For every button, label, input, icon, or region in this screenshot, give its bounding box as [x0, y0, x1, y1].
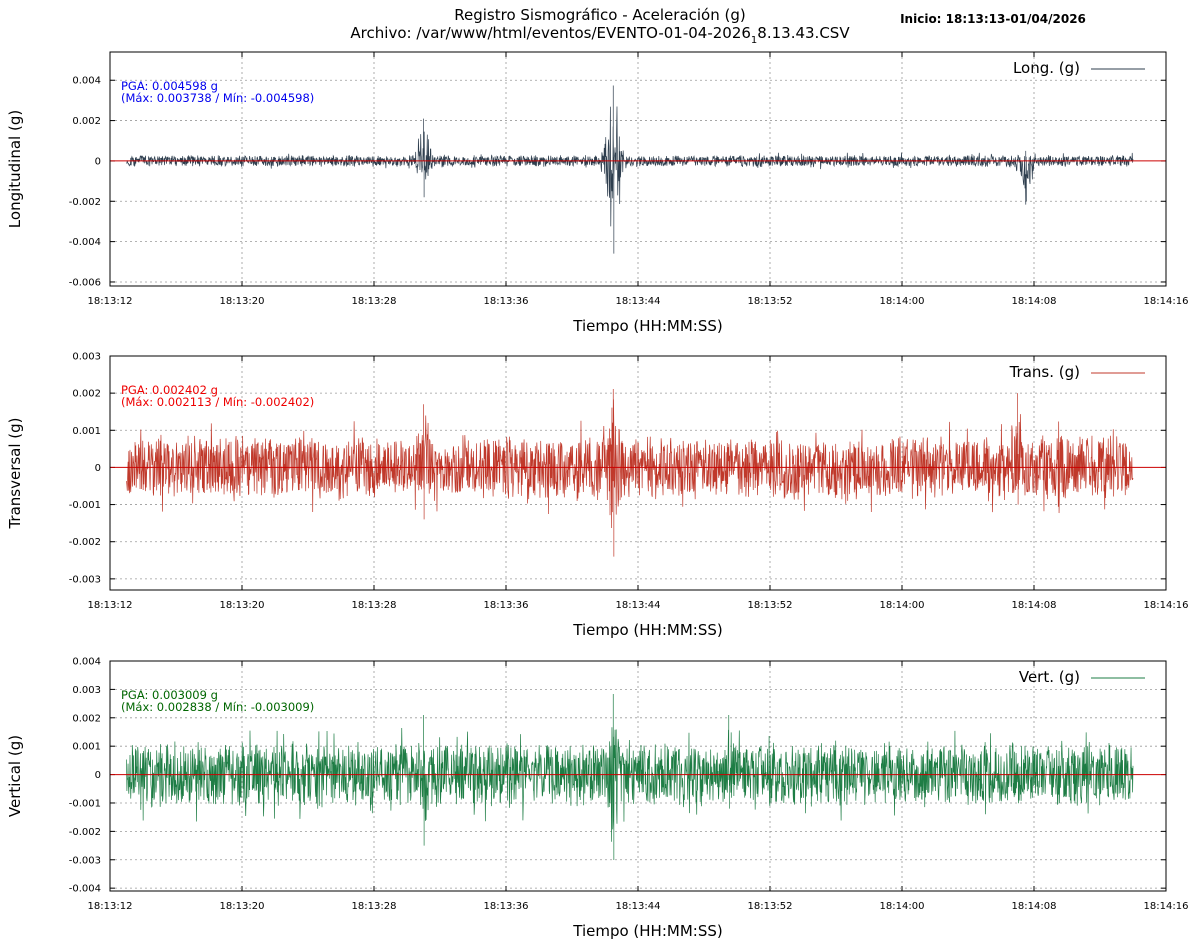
x-tick-label: 18:14:16	[1144, 296, 1189, 307]
x-tick-label: 18:13:36	[484, 901, 529, 912]
pga-value: PGA: 0.002402 g	[121, 383, 218, 397]
pga-range: (Máx: 0.002113 / Mín: -0.002402)	[121, 395, 314, 409]
plot-frame	[109, 660, 1167, 892]
panels: 18:13:12 18:13:20 18:13:28 18:13:36 18:13:44…	[6, 51, 1189, 941]
y-axis-label: Vertical (g)	[6, 735, 24, 817]
y-axis-label: Transversal (g)	[6, 417, 24, 529]
y-tick-label: -0.006	[69, 277, 101, 288]
signal-trace-vert	[126, 694, 1134, 861]
figure-title: Registro Sismográfico - Aceleración (g)	[454, 6, 745, 24]
y-tick-label: 0.001	[72, 426, 101, 437]
y-tick-label: -0.004	[69, 237, 101, 248]
start-time: Inicio: 18:13:13-01/04/2026	[900, 12, 1086, 26]
x-tick-label: 18:13:28	[352, 901, 397, 912]
x-tick-label: 18:14:08	[1012, 901, 1057, 912]
x-tick-label: 18:13:44	[616, 600, 661, 611]
y-tick-label: -0.002	[69, 197, 101, 208]
y-tick-label: 0.004	[72, 657, 101, 668]
y-tick-label: -0.002	[69, 537, 101, 548]
legend-label: Long. (g)	[1013, 59, 1080, 77]
y-tick-label: 0.002	[72, 116, 101, 127]
x-tick-label: 18:14:08	[1012, 296, 1057, 307]
x-tick-label: 18:13:28	[352, 600, 397, 611]
x-tick-label: 18:13:36	[484, 600, 529, 611]
y-tick-label: 0.004	[72, 76, 101, 87]
file-name-subscript: 1	[751, 35, 757, 46]
x-tick-label: 18:13:44	[616, 901, 661, 912]
x-tick-label: 18:14:00	[880, 901, 925, 912]
panel-trans: 18:13:12 18:13:20 18:13:28 18:13:36 18:13:44…	[6, 352, 1188, 640]
plot-frame	[109, 51, 1167, 287]
x-tick-label: 18:14:16	[1144, 901, 1189, 912]
x-axis-label: Tiempo (HH:MM:SS)	[572, 621, 722, 639]
y-tick-label: -0.001	[69, 798, 101, 809]
pga-value: PGA: 0.004598 g	[121, 79, 218, 93]
x-tick-label: 18:13:44	[616, 296, 661, 307]
y-tick-label: -0.003	[69, 855, 101, 866]
y-tick-label: 0	[95, 156, 101, 167]
x-tick-label: 18:14:00	[880, 600, 925, 611]
y-tick-label: 0	[95, 770, 101, 781]
x-tick-label: 18:13:52	[748, 600, 793, 611]
y-tick-label: 0.002	[72, 389, 101, 400]
legend-label: Vert. (g)	[1019, 668, 1080, 686]
panel-long: 18:13:12 18:13:20 18:13:28 18:13:36 18:13:44…	[6, 51, 1189, 335]
y-axis-label: Longitudinal (g)	[6, 110, 24, 228]
y-tick-label: 0	[95, 463, 101, 474]
x-axis-label: Tiempo (HH:MM:SS)	[572, 317, 722, 335]
signal-trace-long	[126, 85, 1134, 254]
y-tick-label: -0.003	[69, 574, 101, 585]
y-tick-label: 0.003	[72, 685, 101, 696]
x-tick-label: 18:13:20	[220, 296, 265, 307]
file-name-suffix: 8.13.43.CSV	[757, 24, 850, 42]
x-tick-label: 18:13:12	[88, 600, 133, 611]
x-tick-label: 18:14:08	[1012, 600, 1057, 611]
y-tick-label: 0.001	[72, 742, 101, 753]
signal-trace-trans	[126, 388, 1134, 557]
file-name-prefix: Archivo: /var/www/html/eventos/EVENTO-01…	[350, 24, 751, 42]
plot-frame	[109, 355, 1167, 591]
legend-label: Trans. (g)	[1009, 363, 1080, 381]
x-tick-label: 18:13:28	[352, 296, 397, 307]
pga-value: PGA: 0.003009 g	[121, 688, 218, 702]
x-tick-label: 18:14:00	[880, 296, 925, 307]
x-tick-label: 18:13:12	[88, 901, 133, 912]
panel-vert: 18:13:12 18:13:20 18:13:28 18:13:36 18:13:44…	[6, 657, 1188, 941]
y-tick-label: 0.002	[72, 713, 101, 724]
x-tick-label: 18:13:36	[484, 296, 529, 307]
x-axis-label: Tiempo (HH:MM:SS)	[572, 922, 722, 940]
y-tick-label: -0.002	[69, 827, 101, 838]
pga-range: (Máx: 0.003738 / Mín: -0.004598)	[121, 91, 314, 105]
x-tick-label: 18:13:52	[748, 901, 793, 912]
y-tick-label: -0.004	[69, 884, 101, 895]
x-tick-label: 18:13:20	[220, 901, 265, 912]
x-tick-label: 18:13:12	[88, 296, 133, 307]
pga-range: (Máx: 0.002838 / Mín: -0.003009)	[121, 700, 314, 714]
x-tick-label: 18:14:16	[1144, 600, 1189, 611]
y-tick-label: -0.001	[69, 500, 101, 511]
x-tick-label: 18:13:20	[220, 600, 265, 611]
x-tick-label: 18:13:52	[748, 296, 793, 307]
file-name: Archivo: /var/www/html/eventos/EVENTO-01…	[350, 24, 850, 46]
y-tick-label: 0.003	[72, 352, 101, 363]
